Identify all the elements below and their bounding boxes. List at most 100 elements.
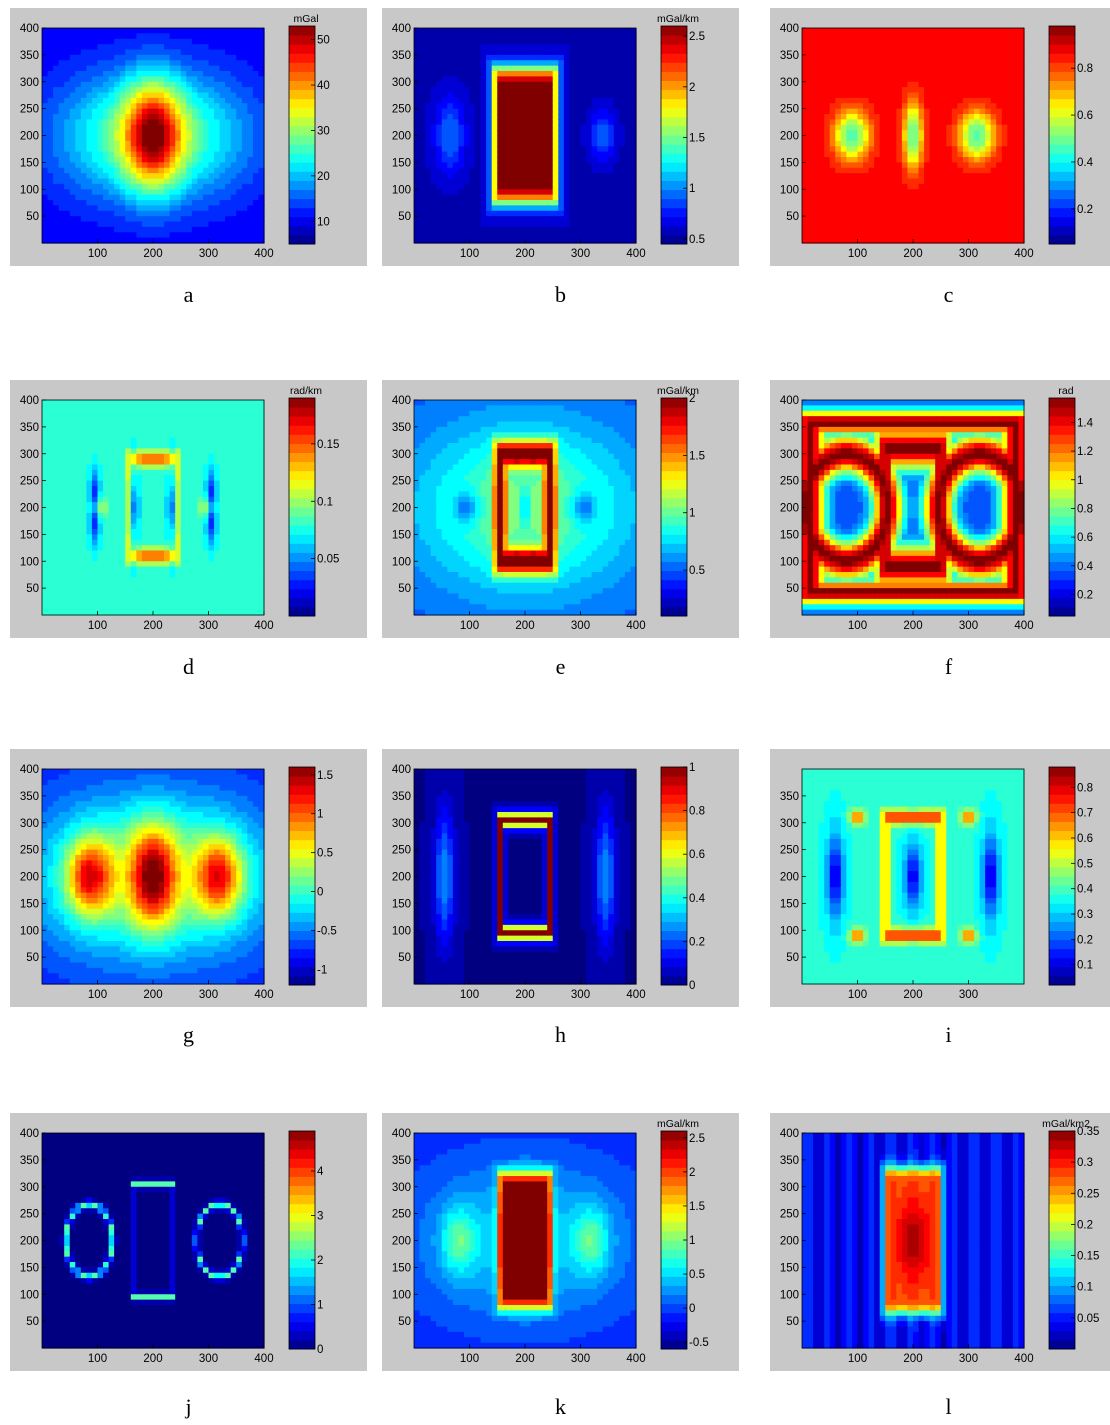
y-tick-label: 350 bbox=[392, 791, 411, 803]
y-tick-label: 350 bbox=[20, 50, 39, 62]
y-tick-label: 150 bbox=[392, 898, 411, 910]
y-tick-label: 350 bbox=[20, 1155, 39, 1167]
panel-b: 100 200 300 400 50 100 150 200 250 300 350 400 0.5 1 1… bbox=[382, 8, 739, 266]
x-tick-label: 400 bbox=[254, 1353, 273, 1365]
y-tick-label: 100 bbox=[392, 1289, 411, 1301]
heatmap-cells bbox=[42, 1133, 265, 1349]
colorbar-tick-label: 10 bbox=[317, 216, 330, 228]
x-tick-label: 400 bbox=[1014, 1353, 1033, 1365]
x-tick-label: 300 bbox=[199, 1353, 218, 1365]
heatmap-b: 100 200 300 400 50 100 150 200 250 300 350 400 0.5 1 1… bbox=[382, 8, 739, 266]
panel-j: 100 200 300 400 50 100 150 200 250 300 350 400 0 1 2 3 4 bbox=[10, 1113, 367, 1371]
colorbar-tick-label: 0.4 bbox=[1077, 157, 1094, 169]
y-tick-label: 300 bbox=[20, 77, 39, 89]
y-tick-label: 200 bbox=[780, 131, 799, 143]
y-tick-label: 350 bbox=[20, 791, 39, 803]
colorbar-j bbox=[288, 1130, 316, 1350]
colorbar-tick-label: 0.15 bbox=[1077, 1251, 1099, 1263]
colorbar-tick-label: 0.8 bbox=[689, 806, 705, 818]
colorbar-tick-label: 1.5 bbox=[689, 1201, 705, 1213]
y-tick-label: 150 bbox=[780, 1262, 799, 1274]
y-tick-label: 100 bbox=[20, 556, 39, 568]
y-tick-label: 100 bbox=[20, 1289, 39, 1301]
heatmap-h: 100 200 300 400 50 100 150 200 250 300 350 400 0 0.2 0… bbox=[382, 749, 739, 1007]
x-tick-label: 100 bbox=[88, 248, 107, 260]
y-tick-label: 100 bbox=[20, 925, 39, 937]
y-tick-label: 350 bbox=[392, 422, 411, 434]
x-tick-label: 100 bbox=[88, 620, 107, 632]
y-tick-label: 350 bbox=[392, 1155, 411, 1167]
colorbar-tick-label: 20 bbox=[317, 171, 330, 183]
panel-letter-b: b bbox=[382, 282, 739, 308]
y-tick-label: 350 bbox=[780, 791, 799, 803]
x-tick-label: 400 bbox=[254, 989, 273, 1001]
panel-letter-f: f bbox=[770, 654, 1110, 680]
colorbar-tick-label: 1 bbox=[1077, 475, 1083, 487]
y-tick-label: 250 bbox=[392, 104, 411, 116]
colorbar-tick-label: -1 bbox=[317, 964, 327, 976]
y-tick-label: 300 bbox=[392, 1182, 411, 1194]
colorbar-tick-label: 1 bbox=[689, 508, 695, 520]
y-tick-label: 150 bbox=[392, 157, 411, 169]
heatmap-g: 100 200 300 400 50 100 150 200 250 300 350 400 -1 -0.… bbox=[10, 749, 367, 1007]
y-tick-label: 150 bbox=[20, 898, 39, 910]
colorbar-unit-label: rad bbox=[1058, 385, 1073, 397]
y-tick-label: 250 bbox=[20, 104, 39, 116]
heatmap-cells bbox=[42, 400, 265, 616]
colorbar-d bbox=[288, 397, 316, 617]
x-tick-label: 400 bbox=[1014, 620, 1033, 632]
x-tick-label: 300 bbox=[199, 989, 218, 1001]
x-tick-label: 100 bbox=[460, 989, 479, 1001]
x-tick-label: 200 bbox=[515, 989, 534, 1001]
heatmap-l: 100 200 300 400 50 100 150 200 250 300 350 400 0.05 0… bbox=[770, 1113, 1110, 1371]
y-tick-label: 150 bbox=[20, 157, 39, 169]
y-tick-label: 50 bbox=[398, 583, 411, 595]
y-tick-label: 100 bbox=[392, 184, 411, 196]
colorbar-tick-label: 30 bbox=[317, 125, 330, 137]
panel-l: 100 200 300 400 50 100 150 200 250 300 350 400 0.05 0… bbox=[770, 1113, 1110, 1371]
heatmap-cells bbox=[802, 28, 1025, 244]
colorbar-tick-label: 0.5 bbox=[689, 234, 705, 246]
colorbar-k bbox=[660, 1130, 688, 1350]
x-tick-label: 400 bbox=[626, 620, 645, 632]
panel-letter-g: g bbox=[10, 1022, 367, 1048]
colorbar-tick-label: 0.8 bbox=[1077, 782, 1093, 794]
colorbar-tick-label: 0.05 bbox=[317, 554, 339, 566]
y-tick-label: 350 bbox=[392, 50, 411, 62]
y-tick-label: 350 bbox=[20, 422, 39, 434]
y-tick-label: 400 bbox=[780, 23, 799, 35]
colorbar-c bbox=[1048, 25, 1076, 245]
colorbar-tick-label: 0.5 bbox=[317, 848, 333, 860]
heatmap-i: 100 200 300 50 100 150 200 250 300 350 0.1 0.2 0.3 0.… bbox=[770, 749, 1110, 1007]
x-tick-label: 100 bbox=[88, 1353, 107, 1365]
heatmap-cells bbox=[42, 28, 265, 244]
y-tick-label: 300 bbox=[392, 449, 411, 461]
y-tick-label: 50 bbox=[786, 1316, 799, 1328]
colorbar-tick-label: 0.6 bbox=[1077, 532, 1093, 544]
x-tick-label: 400 bbox=[626, 989, 645, 1001]
colorbar-tick-label: 0.1 bbox=[1077, 1282, 1093, 1294]
x-tick-label: 400 bbox=[1014, 248, 1033, 260]
y-tick-label: 400 bbox=[392, 23, 411, 35]
y-tick-label: 200 bbox=[20, 1236, 39, 1248]
colorbar-tick-label: 0.2 bbox=[1077, 934, 1093, 946]
y-tick-label: 400 bbox=[20, 764, 39, 776]
x-tick-label: 100 bbox=[848, 1353, 867, 1365]
panel-i: 100 200 300 50 100 150 200 250 300 350 0.1 0.2 0.3 0.… bbox=[770, 749, 1110, 1007]
colorbar-l bbox=[1048, 1130, 1076, 1350]
colorbar-tick-label: 0.4 bbox=[689, 893, 706, 905]
y-tick-label: 50 bbox=[26, 211, 39, 223]
y-tick-label: 50 bbox=[398, 952, 411, 964]
y-tick-label: 350 bbox=[780, 50, 799, 62]
y-tick-label: 100 bbox=[392, 556, 411, 568]
colorbar-tick-label: 50 bbox=[317, 35, 330, 47]
panel-d: 100 200 300 400 50 100 150 200 250 300 350 400 0.05 0… bbox=[10, 380, 367, 638]
colorbar-tick-label: 0.05 bbox=[1077, 1313, 1099, 1325]
heatmap-f: 100 200 300 400 50 100 150 200 250 300 350 400 0.2 0.… bbox=[770, 380, 1110, 638]
y-tick-label: 400 bbox=[392, 1128, 411, 1140]
x-tick-label: 400 bbox=[626, 1353, 645, 1365]
colorbar-tick-label: 1.4 bbox=[1077, 417, 1094, 429]
y-tick-label: 200 bbox=[780, 503, 799, 515]
y-tick-label: 150 bbox=[20, 1262, 39, 1274]
y-tick-label: 300 bbox=[20, 449, 39, 461]
